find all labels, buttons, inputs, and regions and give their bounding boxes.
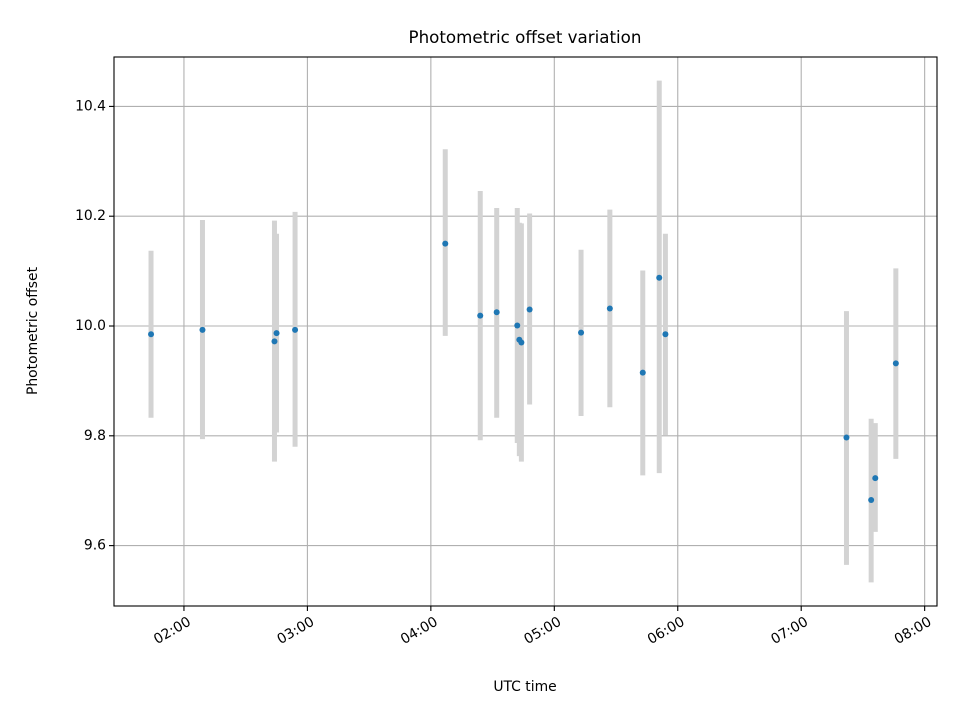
data-point [292, 326, 299, 333]
data-point [662, 331, 669, 338]
data-point [271, 338, 278, 345]
data-point [442, 240, 449, 247]
y-tick-label: 9.6 [84, 538, 106, 554]
data-point [148, 331, 155, 338]
data-point [273, 330, 280, 337]
chart-title: Photometric offset variation [409, 27, 642, 47]
data-point [656, 274, 663, 281]
y-axis-label: Photometric offset [25, 266, 41, 395]
data-point [514, 322, 521, 329]
y-tick-label: 10.2 [75, 208, 106, 224]
grid-lines [114, 57, 937, 606]
data-points [148, 240, 899, 504]
y-tick-label: 10.0 [75, 318, 106, 334]
data-point [868, 497, 875, 504]
data-point [843, 434, 850, 441]
data-point [892, 360, 899, 367]
data-point [639, 369, 646, 376]
data-point [872, 475, 879, 482]
y-tick-label: 9.8 [84, 428, 106, 444]
data-point [526, 306, 533, 313]
data-point [477, 312, 484, 319]
y-tick-label: 10.4 [75, 98, 106, 114]
data-point [578, 329, 585, 336]
plot-frame [113, 56, 938, 607]
data-point [518, 339, 525, 346]
data-point [199, 326, 206, 333]
x-axis-label: UTC time [493, 679, 556, 695]
data-point [493, 309, 500, 316]
data-point [606, 305, 613, 312]
